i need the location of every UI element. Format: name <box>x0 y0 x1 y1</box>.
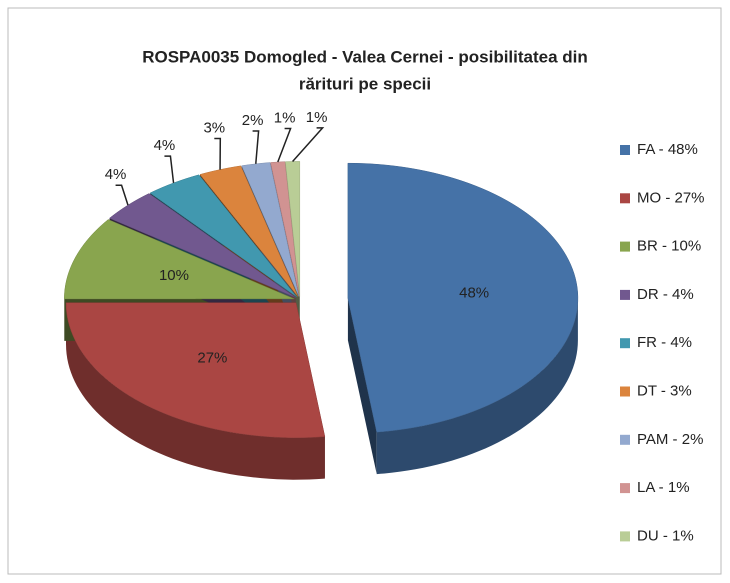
legend-label: PAM - 2% <box>637 431 703 448</box>
legend-swatch <box>620 531 630 542</box>
data-label: 10% <box>159 267 189 284</box>
leader-line <box>164 155 175 184</box>
legend-label: MO - 27% <box>637 189 705 206</box>
slice <box>65 302 326 438</box>
legend-swatch <box>620 145 630 155</box>
chart-title: ROSPA0035 Domogled - Valea Cernei - posi… <box>142 47 588 66</box>
legend-label: DR - 4% <box>637 286 694 303</box>
leader-line <box>214 137 222 170</box>
legend-swatch <box>620 241 630 252</box>
legend-label: LA - 1% <box>637 479 690 496</box>
data-label: 4% <box>105 166 127 183</box>
legend-label: DT - 3% <box>637 382 692 399</box>
legend-swatch <box>620 193 630 204</box>
leader-line <box>252 130 260 164</box>
slice <box>270 161 300 297</box>
leader-line <box>115 184 129 206</box>
legend-swatch <box>620 483 630 494</box>
slice <box>109 193 296 298</box>
data-label: 1% <box>306 109 328 126</box>
slice-side <box>66 302 325 480</box>
data-label: 2% <box>242 112 264 129</box>
leader-line <box>277 127 292 163</box>
legend-label: BR - 10% <box>637 238 701 255</box>
legend-label: FA - 48% <box>637 141 698 158</box>
leader-line <box>292 127 325 162</box>
slice <box>199 165 299 297</box>
data-label: 4% <box>154 137 176 154</box>
slice <box>64 219 295 300</box>
data-label: 27% <box>197 349 227 366</box>
slice <box>347 162 579 433</box>
data-label: 3% <box>203 119 225 136</box>
legend-swatch <box>620 338 630 349</box>
legend-swatch <box>620 434 630 445</box>
chart-title: rărituri pe specii <box>299 74 431 93</box>
legend-swatch <box>620 386 630 397</box>
data-label: 48% <box>459 284 489 301</box>
slice-side <box>347 298 377 475</box>
slice <box>241 162 300 297</box>
legend-swatch <box>620 289 630 300</box>
legend-label: FR - 4% <box>637 334 692 351</box>
data-label: 1% <box>274 110 296 127</box>
slice-side <box>376 298 578 475</box>
legend-label: DU - 1% <box>637 527 694 544</box>
